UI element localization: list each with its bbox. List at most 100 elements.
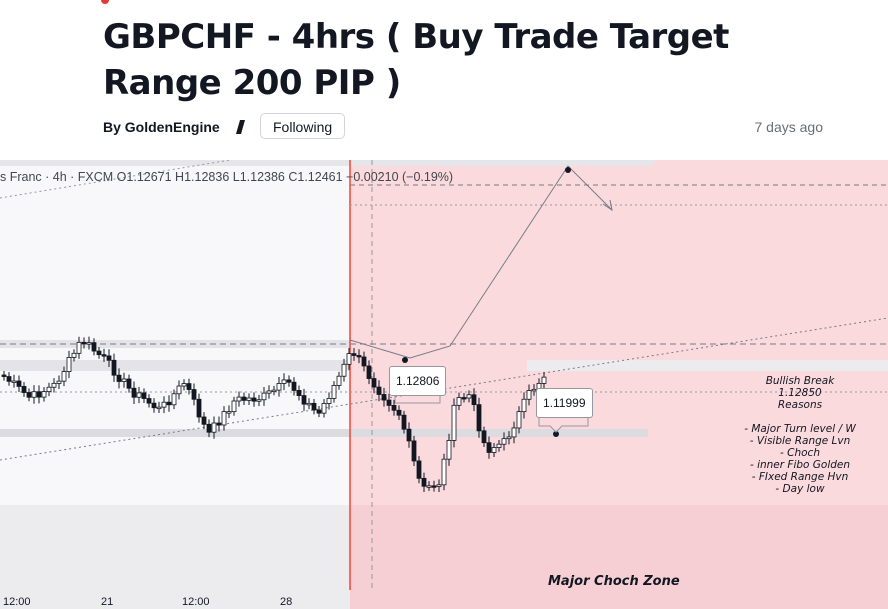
author-link[interactable]: By GoldenEngine (103, 119, 220, 135)
candle-body (41, 391, 47, 398)
candle-body (46, 386, 52, 393)
candle-body (326, 397, 332, 404)
candle-body (371, 378, 377, 388)
candle-body (366, 365, 372, 379)
candle-body (441, 458, 447, 486)
candle-body (331, 385, 337, 399)
candle-body (506, 436, 512, 440)
price-label-2: 1.11999 (536, 388, 593, 418)
candle-body (216, 422, 222, 426)
candle-body (501, 438, 507, 445)
time-tick: 12:00 (3, 596, 31, 608)
time-tick: 21 (101, 596, 114, 608)
lower-gray-band (0, 505, 350, 609)
candle-body (421, 477, 427, 487)
candle-body (296, 390, 302, 396)
candle-body (151, 402, 157, 409)
annotation-price: 1.12850 (778, 387, 822, 399)
candle-body (226, 411, 232, 414)
candle-body (161, 401, 167, 408)
chart-canvas[interactable] (0, 160, 888, 609)
candle-body (131, 387, 137, 398)
candle-body (341, 363, 347, 377)
candle-body (86, 342, 92, 345)
candle-body (276, 383, 282, 391)
candle-body (481, 430, 487, 444)
annotation-reason: - Visible Range Lvn (749, 435, 851, 447)
annotation-title: Bullish Break (765, 375, 835, 387)
time-tick: 12:00 (182, 596, 210, 608)
projection-arrow-icon (602, 199, 613, 212)
candle-body (306, 402, 312, 406)
time-axis[interactable]: 12:00 21 12:00 28 (0, 596, 888, 609)
candle-body (251, 397, 257, 402)
candle-body (346, 353, 352, 365)
candle-body (171, 393, 177, 406)
price-chart[interactable]: s Franc · 4h · FXCM O1.12671 H1.12836 L1… (0, 160, 888, 609)
candle-body (396, 409, 402, 416)
author-prefix: By (103, 119, 121, 135)
candle-body (426, 485, 432, 488)
candle-body (81, 341, 87, 345)
candle-body (246, 397, 252, 401)
published-time: 7 days ago (754, 119, 824, 135)
candle-body (66, 357, 72, 372)
low-point (553, 431, 559, 437)
candle-body (196, 398, 202, 418)
candle-body (36, 391, 42, 398)
analysis-annotation: Bullish Break 1.12850 Reasons - Major Tu… (735, 375, 865, 495)
candle-body (516, 411, 522, 429)
article-title: GBPCHF - 4hrs ( Buy Trade Target Range 2… (103, 17, 729, 103)
candle-body (321, 403, 327, 414)
candle-body (286, 379, 292, 383)
candle-body (491, 447, 497, 453)
candle-body (51, 382, 57, 388)
candle-body (416, 460, 422, 479)
annotation-reason: - Day low (775, 483, 825, 495)
candle-body (386, 399, 392, 406)
candle-body (136, 392, 142, 398)
candle-body (406, 428, 412, 442)
candle-body (91, 342, 97, 352)
candle-body (56, 380, 62, 384)
candle-body (116, 374, 122, 382)
candle-body (471, 394, 477, 406)
candle-body (466, 394, 472, 399)
candle-body (96, 350, 102, 356)
candle-body (111, 359, 117, 376)
candle-body (271, 389, 277, 393)
candle-body (266, 390, 272, 394)
time-tick: 28 (280, 596, 293, 608)
candle-body (241, 396, 247, 401)
pen-badge-icon (236, 120, 245, 134)
author-name: GoldenEngine (124, 119, 220, 135)
candle-body (361, 356, 367, 367)
candle-body (256, 399, 262, 402)
candle-body (301, 395, 307, 405)
candle-body (511, 427, 517, 438)
candle-body (496, 443, 502, 448)
candle-body (541, 376, 547, 384)
candle-body (166, 401, 172, 406)
range-band-upper (0, 360, 350, 371)
candle-body (411, 440, 417, 462)
candle-body (26, 392, 32, 398)
candle-body (76, 341, 82, 354)
candle-body (201, 416, 207, 425)
candle-body (71, 352, 77, 358)
annotation-reasons-header: Reasons (777, 399, 823, 411)
candle-body (381, 394, 387, 401)
candle-body (126, 378, 132, 389)
chart-legend[interactable]: s Franc · 4h · FXCM O1.12671 H1.12836 L1… (0, 170, 454, 184)
candle-body (476, 404, 482, 432)
candle-body (181, 383, 187, 387)
annotation-reason: - Major Turn level / W (744, 423, 856, 435)
candle-body (236, 396, 242, 402)
candle-body (206, 423, 212, 433)
annotation-reason: - Choch (780, 447, 820, 459)
candle-body (351, 353, 357, 356)
candle-body (291, 381, 297, 391)
following-button[interactable]: Following (260, 113, 346, 139)
candle-body (11, 380, 17, 383)
target-point (565, 167, 571, 173)
